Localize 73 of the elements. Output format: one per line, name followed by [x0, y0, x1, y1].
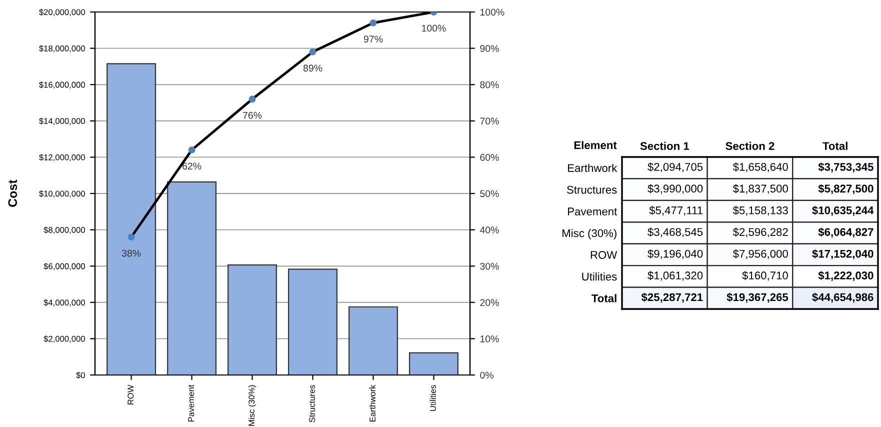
data-label: 100% [422, 24, 446, 32]
y-tick-label: $18,000,000 [39, 45, 85, 52]
data-label: $3,753,345 [818, 162, 874, 172]
y2-tick-label: 0% [480, 372, 494, 379]
data-label: $7,956,000 [732, 249, 788, 260]
y-tick-label: $16,000,000 [39, 81, 85, 89]
data-label: $3,468,545 [648, 228, 703, 238]
y-tick-label: Total [592, 294, 616, 302]
y2-tick-label: 10% [480, 335, 499, 342]
y2-tick-label: 30% [480, 262, 499, 270]
bar [408, 352, 458, 375]
y-tick-label: $6,000,000 [44, 262, 85, 270]
y-tick-label: Earthwork [568, 164, 618, 172]
y-tick-label: $12,000,000 [39, 154, 85, 162]
bar [228, 264, 278, 375]
data-label: $44,654,986 [812, 292, 874, 303]
x-tick-label: ROW [128, 384, 134, 404]
y-tick-label: $4,000,000 [44, 299, 85, 306]
y-tick-label: $20,000,000 [39, 8, 85, 16]
data-label: 62% [182, 162, 202, 170]
bar [348, 306, 398, 375]
data-label: 89% [303, 64, 322, 72]
data-label: $2,094,705 [648, 162, 703, 172]
data-label: $160,710 [742, 271, 788, 281]
x-tick-label: Structures [309, 385, 315, 422]
y2-tick-label: 100% [480, 8, 504, 16]
data-label: $9,196,040 [648, 249, 703, 260]
x-tick-label: Utilities [430, 385, 436, 411]
y-tick-label: $0 [76, 372, 85, 379]
data-label: 97% [364, 36, 383, 43]
y2-tick-label: 50% [480, 190, 499, 198]
y2-tick-label: 70% [480, 118, 499, 125]
y-axis-title: Cost [8, 180, 18, 207]
y2-tick-label: 40% [480, 226, 499, 234]
bar [167, 181, 217, 375]
data-label: $1,061,320 [648, 271, 703, 281]
y-tick-label: Structures [567, 186, 617, 194]
bar [288, 268, 338, 375]
x-tick-label: Total [822, 142, 848, 150]
y-tick-label: Pavement [568, 208, 618, 216]
x-tick-label: Earthwork [369, 384, 376, 422]
data-label: $5,477,111 [649, 206, 703, 216]
data-label: $19,367,265 [726, 292, 788, 303]
y-tick-label: Utilities [582, 272, 617, 281]
y-tick-label: Misc (30%) [562, 228, 616, 240]
y2-tick-label: 80% [480, 81, 499, 88]
data-label: 76% [243, 112, 262, 119]
data-label: $2,596,282 [732, 228, 788, 238]
y2-tick-label: 90% [480, 45, 499, 52]
data-label: 38% [122, 250, 141, 257]
data-label: $5,158,133 [732, 206, 788, 216]
data-label: $1,222,030 [818, 271, 874, 282]
y-axis-title: Element [574, 140, 617, 150]
x-tick-label: Misc (30%) [248, 385, 256, 426]
data-label: $3,990,000 [648, 184, 703, 194]
y-tick-label: $14,000,000 [39, 118, 85, 125]
data-label: $1,658,640 [732, 162, 788, 172]
y-tick-label: $8,000,000 [44, 226, 85, 234]
y-tick-label: $2,000,000 [44, 336, 85, 343]
x-tick-label: Section 2 [726, 142, 774, 150]
data-label: $5,827,500 [818, 184, 874, 194]
data-label: $6,064,827 [818, 228, 874, 238]
y-tick-label: $10,000,000 [39, 190, 85, 198]
data-label: $1,837,500 [732, 184, 788, 194]
y2-tick-label: 60% [480, 154, 499, 161]
x-tick-label: Pavement [188, 384, 194, 422]
x-tick-label: Section 1 [640, 142, 690, 150]
data-label: $25,287,721 [641, 292, 703, 303]
data-label: $10,635,244 [812, 206, 874, 216]
y2-tick-label: 20% [480, 299, 499, 306]
bar [106, 63, 156, 375]
data-label: $17,152,040 [812, 249, 874, 260]
y-tick-label: ROW [590, 250, 618, 259]
